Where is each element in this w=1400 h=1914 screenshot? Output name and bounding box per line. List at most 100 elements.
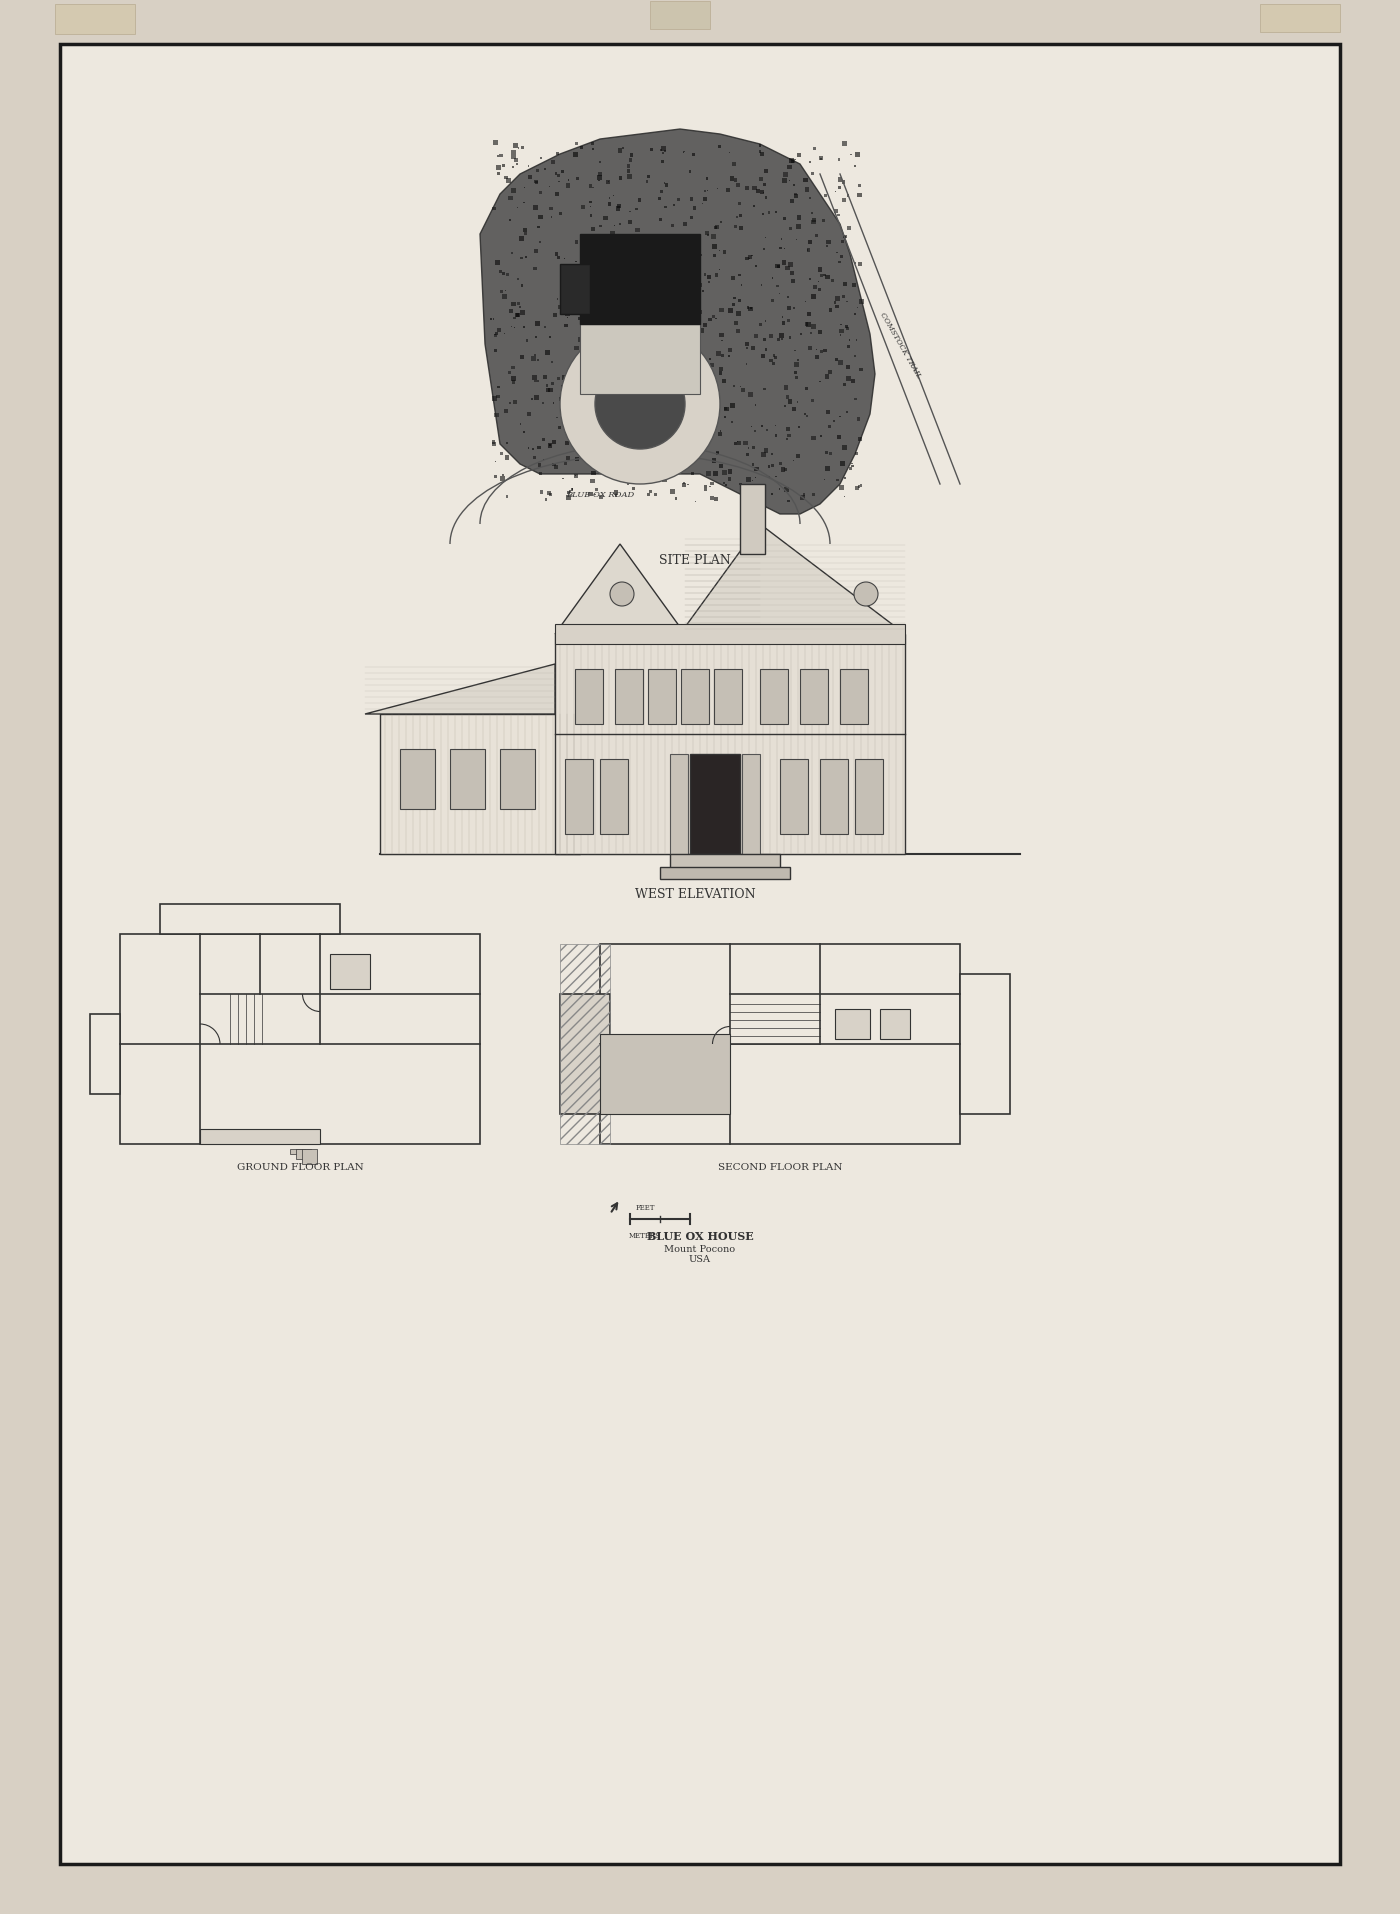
Bar <box>669 490 675 496</box>
Bar <box>623 406 626 408</box>
Bar <box>659 220 662 222</box>
Bar <box>620 417 623 419</box>
Circle shape <box>610 582 634 607</box>
Bar <box>659 149 662 151</box>
Bar <box>594 270 596 274</box>
Bar <box>504 176 508 180</box>
Bar <box>720 308 724 312</box>
Bar <box>519 312 525 316</box>
Bar <box>671 854 780 869</box>
Bar <box>701 291 704 293</box>
Bar <box>575 457 578 461</box>
Bar <box>616 477 619 478</box>
Bar <box>746 477 750 482</box>
Bar <box>599 226 602 228</box>
Bar <box>778 335 784 339</box>
Bar <box>721 354 724 358</box>
Bar <box>549 337 552 339</box>
Bar <box>494 350 497 352</box>
Bar <box>840 461 846 467</box>
Bar <box>840 329 844 335</box>
Bar <box>500 750 535 810</box>
Text: METERS: METERS <box>629 1231 661 1240</box>
Bar <box>739 214 742 218</box>
Bar <box>760 153 763 157</box>
Bar <box>650 2 710 31</box>
Bar <box>714 255 715 258</box>
Bar <box>650 452 651 454</box>
Bar <box>547 444 552 448</box>
Bar <box>714 274 718 278</box>
Bar <box>561 172 564 174</box>
Bar <box>526 341 528 343</box>
Bar <box>601 463 603 467</box>
Bar <box>535 180 538 184</box>
Bar <box>841 241 844 243</box>
Bar <box>585 264 588 268</box>
Bar <box>764 348 767 352</box>
Bar <box>722 471 727 475</box>
Bar <box>564 463 567 465</box>
Bar <box>731 423 734 425</box>
Text: SITE PLAN: SITE PLAN <box>659 553 731 567</box>
Bar <box>633 488 634 490</box>
Bar <box>494 335 497 337</box>
Bar <box>783 322 785 325</box>
Bar <box>837 178 843 182</box>
Bar <box>694 306 699 310</box>
Bar <box>785 438 788 440</box>
Bar <box>682 247 687 253</box>
Bar <box>759 178 763 182</box>
Bar <box>577 306 580 310</box>
Bar <box>666 243 671 247</box>
Bar <box>510 402 511 404</box>
Bar <box>739 226 742 232</box>
Bar <box>290 1150 305 1154</box>
Bar <box>780 247 781 249</box>
Bar <box>554 465 559 469</box>
Bar <box>736 184 739 188</box>
Bar <box>841 199 847 203</box>
Bar <box>561 387 563 389</box>
Bar <box>559 398 564 402</box>
Bar <box>685 346 690 352</box>
Bar <box>743 442 748 446</box>
Bar <box>671 754 687 854</box>
Bar <box>687 385 690 389</box>
Bar <box>834 297 840 300</box>
Bar <box>771 300 774 302</box>
Bar <box>603 247 608 251</box>
Bar <box>837 214 840 218</box>
Bar <box>715 394 718 398</box>
Bar <box>714 226 717 230</box>
Text: WEST ELEVATION: WEST ELEVATION <box>634 888 756 901</box>
Bar <box>860 484 862 488</box>
Bar <box>514 159 518 163</box>
Bar <box>718 433 722 436</box>
Bar <box>787 500 790 503</box>
Bar <box>808 346 812 350</box>
Bar <box>706 178 708 180</box>
Bar <box>820 159 822 161</box>
Bar <box>783 174 788 178</box>
Bar <box>637 406 640 410</box>
Bar <box>834 1009 869 1039</box>
Bar <box>680 670 708 725</box>
Bar <box>854 356 855 358</box>
Bar <box>524 228 528 234</box>
Bar <box>659 867 790 880</box>
Bar <box>857 193 862 199</box>
Bar <box>295 1150 311 1160</box>
Bar <box>500 454 503 456</box>
Polygon shape <box>554 545 685 635</box>
Bar <box>844 237 846 239</box>
Bar <box>616 207 620 212</box>
Bar <box>549 494 552 496</box>
Bar <box>665 207 666 209</box>
Bar <box>813 285 818 289</box>
Bar <box>708 358 711 362</box>
Bar <box>714 473 718 477</box>
Bar <box>741 484 764 555</box>
Bar <box>619 369 622 371</box>
Bar <box>858 438 862 442</box>
